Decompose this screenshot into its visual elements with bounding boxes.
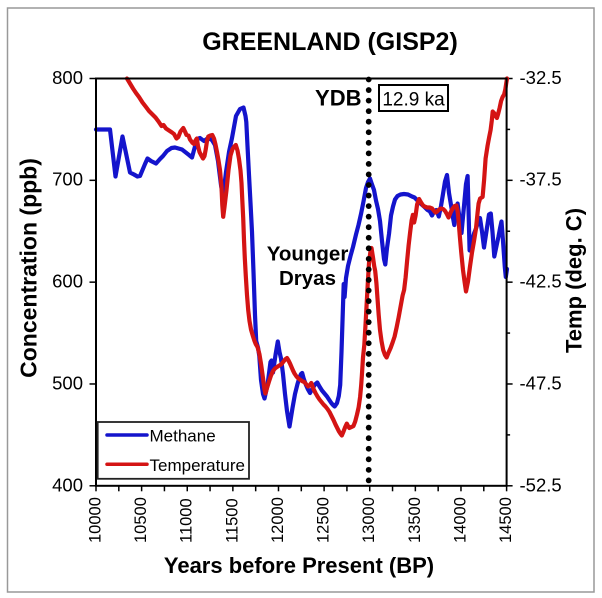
svg-text:10000: 10000 xyxy=(87,497,105,543)
svg-text:500: 500 xyxy=(52,373,83,394)
svg-text:14500: 14500 xyxy=(497,497,515,543)
svg-text:12000: 12000 xyxy=(269,497,287,543)
svg-text:600: 600 xyxy=(52,271,83,292)
svg-text:-32.5: -32.5 xyxy=(520,67,562,88)
svg-text:Years before Present (BP): Years before Present (BP) xyxy=(164,553,434,578)
svg-text:-37.5: -37.5 xyxy=(520,169,562,190)
svg-text:700: 700 xyxy=(52,169,83,190)
svg-text:11000: 11000 xyxy=(178,498,196,543)
svg-text:YDB: YDB xyxy=(315,85,361,110)
svg-text:13500: 13500 xyxy=(406,497,424,543)
svg-text:Temp (deg. C): Temp (deg. C) xyxy=(562,208,587,353)
svg-text:Dryas: Dryas xyxy=(279,267,336,290)
svg-text:-47.5: -47.5 xyxy=(520,373,562,394)
svg-text:Temperature: Temperature xyxy=(150,456,245,475)
svg-text:-42.5: -42.5 xyxy=(520,271,562,292)
svg-text:12500: 12500 xyxy=(315,497,333,543)
svg-text:Methane: Methane xyxy=(150,427,216,446)
svg-text:GREENLAND (GISP2): GREENLAND (GISP2) xyxy=(202,28,458,56)
svg-text:400: 400 xyxy=(52,474,83,495)
svg-text:Younger: Younger xyxy=(267,243,349,266)
svg-text:13000: 13000 xyxy=(360,497,378,543)
svg-text:800: 800 xyxy=(52,67,83,88)
svg-text:12.9 ka: 12.9 ka xyxy=(382,90,445,111)
svg-text:Concentration (ppb): Concentration (ppb) xyxy=(16,158,42,378)
svg-text:10500: 10500 xyxy=(132,497,150,543)
svg-text:11500: 11500 xyxy=(223,498,241,543)
svg-text:14000: 14000 xyxy=(451,497,469,543)
svg-text:-52.5: -52.5 xyxy=(520,474,562,495)
